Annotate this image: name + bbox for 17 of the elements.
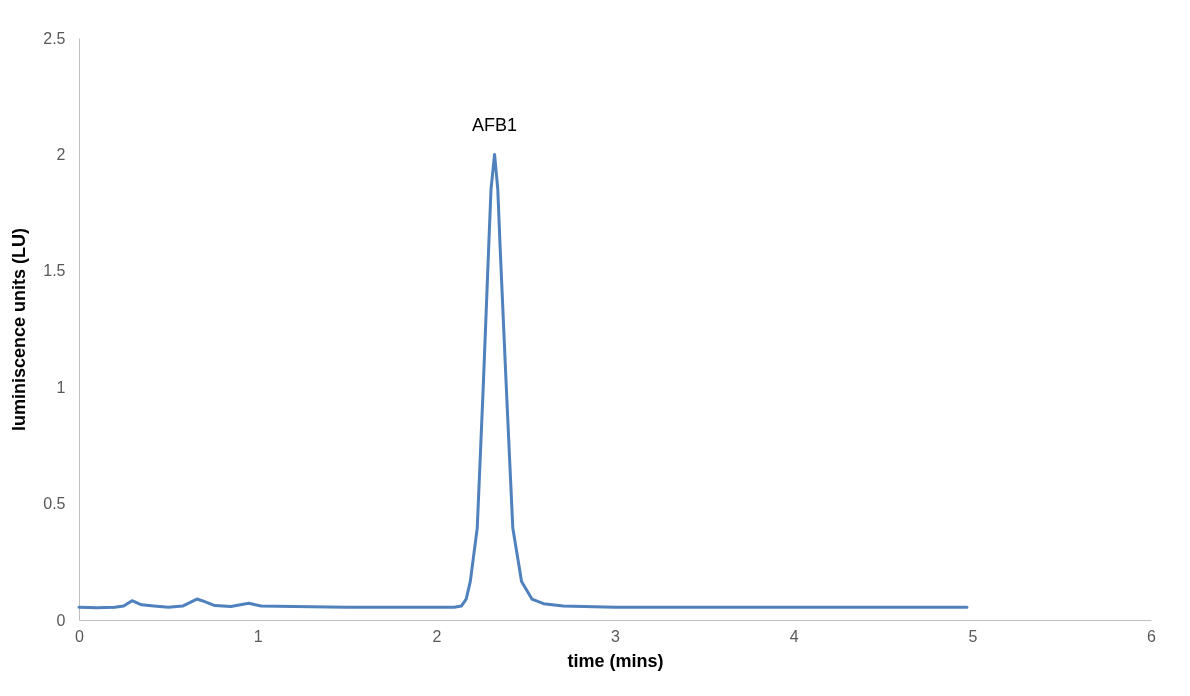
- y-tick-label: 2.5: [43, 29, 66, 47]
- x-tick-label: 0: [75, 627, 85, 645]
- y-tick-label: 1.5: [43, 262, 66, 280]
- x-tick-label: 1: [253, 627, 263, 645]
- x-axis-title: time (mins): [567, 650, 664, 671]
- y-axis-title: luminiscence units (LU): [9, 227, 30, 432]
- x-tick-label: 6: [1147, 627, 1157, 645]
- annotation: AFB1: [472, 115, 518, 136]
- y-tick-label: 1: [56, 378, 66, 396]
- x-tick-label: 5: [968, 627, 978, 645]
- x-tick-label: 3: [611, 627, 621, 645]
- y-tick-label: 0: [56, 611, 66, 629]
- y-tick-label: 0.5: [43, 495, 66, 513]
- x-tick-label: 2: [432, 627, 442, 645]
- line-series: [77, 152, 969, 610]
- x-tick-label: 4: [789, 627, 799, 645]
- y-tick-label: 2: [56, 145, 66, 163]
